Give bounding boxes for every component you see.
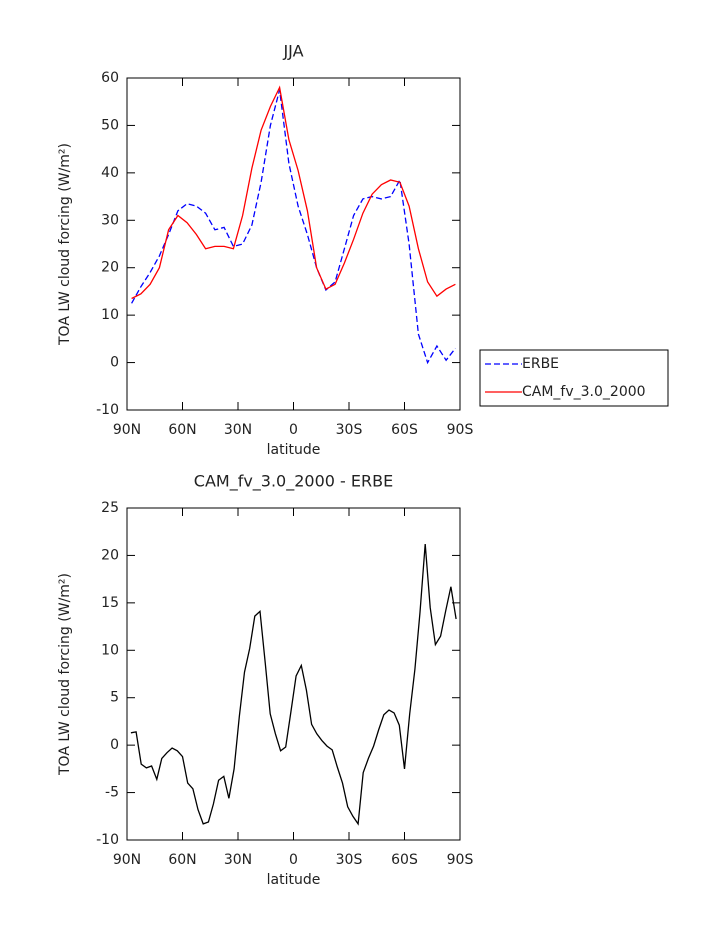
y-tick-label: -5 <box>105 785 119 801</box>
y-tick-label: 50 <box>101 117 119 133</box>
y-tick-label: 20 <box>101 547 119 563</box>
x-tick-label: 60N <box>168 852 196 868</box>
x-axis-label: latitude <box>267 442 321 458</box>
y-tick-label: 25 <box>101 500 119 516</box>
legend-label: ERBE <box>522 356 559 372</box>
x-tick-label: 90N <box>113 422 141 438</box>
y-tick-label: 10 <box>101 642 119 658</box>
legend-box <box>479 349 669 407</box>
y-tick-label: 0 <box>110 737 119 753</box>
x-tick-label: 60S <box>391 422 418 438</box>
x-tick-label: 60N <box>168 422 196 438</box>
x-tick-label: 30N <box>224 852 252 868</box>
data-line <box>131 89 456 365</box>
x-tick-label: 30N <box>224 422 252 438</box>
chart-title: CAM_fv_3.0_2000 - ERBE <box>194 472 393 492</box>
data-line <box>130 543 457 826</box>
x-tick-label: 0 <box>289 422 298 438</box>
y-tick-label: 40 <box>101 165 119 181</box>
y-tick-label: -10 <box>96 832 119 848</box>
y-tick-label: 5 <box>110 690 119 706</box>
legend-label: CAM_fv_3.0_2000 <box>522 384 646 400</box>
y-tick-label: 15 <box>101 595 119 611</box>
y-tick-label: -10 <box>96 402 119 418</box>
plot-frame <box>126 77 461 411</box>
x-tick-label: 30S <box>336 852 363 868</box>
chart-title: JJA <box>282 42 303 61</box>
y-tick-label: 10 <box>101 307 119 323</box>
x-tick-label: 90S <box>447 852 474 868</box>
y-axis-label: TOA LW cloud forcing (W/m²) <box>57 143 73 346</box>
x-axis-label: latitude <box>267 872 321 888</box>
y-axis-label: TOA LW cloud forcing (W/m²) <box>57 573 73 776</box>
plot-frame <box>126 507 461 841</box>
y-tick-label: 30 <box>101 212 119 228</box>
y-tick-label: 0 <box>110 355 119 371</box>
data-line <box>131 85 456 300</box>
x-tick-label: 30S <box>336 422 363 438</box>
x-tick-label: 90S <box>447 422 474 438</box>
y-tick-label: 20 <box>101 260 119 276</box>
x-tick-label: 60S <box>391 852 418 868</box>
x-tick-label: 90N <box>113 852 141 868</box>
y-tick-label: 60 <box>101 70 119 86</box>
x-tick-label: 0 <box>289 852 298 868</box>
